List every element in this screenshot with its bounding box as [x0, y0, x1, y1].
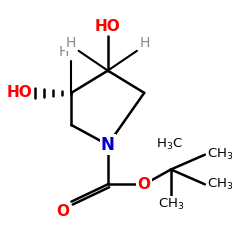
Text: HO: HO [95, 18, 121, 34]
Text: CH$_3$: CH$_3$ [207, 147, 234, 162]
Text: CH$_3$: CH$_3$ [207, 177, 234, 192]
Text: O: O [138, 177, 151, 192]
Text: H$_3$C: H$_3$C [156, 137, 183, 152]
Text: N: N [101, 136, 115, 154]
Text: H: H [139, 36, 150, 50]
Text: CH$_3$: CH$_3$ [158, 196, 184, 212]
Text: H: H [66, 36, 76, 50]
Text: H: H [58, 46, 69, 60]
Text: O: O [56, 204, 69, 219]
Text: HO: HO [7, 85, 32, 100]
